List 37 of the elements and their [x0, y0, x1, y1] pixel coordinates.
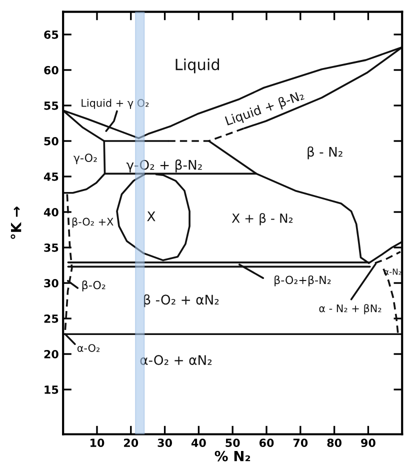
- y-tick-label: 30: [44, 278, 58, 288]
- annotation: β -O₂ + αN₂: [144, 294, 219, 308]
- annotation: β-O₂ +X: [72, 218, 114, 228]
- x-tick-label: 80: [327, 438, 342, 448]
- annotation: α - N₂ + βN₂: [319, 304, 382, 314]
- annotation: Liquid + β-N₂: [224, 90, 306, 128]
- y-axis-title: °K →: [10, 206, 22, 239]
- annotation: X + β - N₂: [232, 213, 293, 226]
- x-tick-label: 10: [90, 438, 104, 448]
- y-tick-label: 40: [44, 208, 58, 216]
- y-tick-label: 45: [44, 172, 58, 181]
- y-tick-label: 15: [44, 386, 58, 394]
- annotation: X: [147, 212, 156, 222]
- y-tick-label: 20: [44, 350, 58, 358]
- x-tick-label: 70: [293, 438, 308, 448]
- annotation: β-O₂+β-N₂: [274, 275, 331, 286]
- annotation: γ-O₂: [74, 154, 97, 164]
- x-tick-label: 60: [259, 438, 274, 448]
- annotation: β-O₂: [82, 280, 106, 292]
- annotation: α-O₂: [77, 344, 100, 352]
- annotation: γ-O₂ + β-N₂: [126, 160, 202, 172]
- y-tick-label: 65: [44, 30, 58, 39]
- annotation: β - N₂: [308, 146, 342, 160]
- x-tick-label: 20: [124, 438, 138, 448]
- y-tick-label: 35: [44, 243, 58, 252]
- y-tick-label: 60: [44, 66, 58, 74]
- x-tick-label: 40: [191, 438, 206, 448]
- x-axis-title: % N₂: [214, 450, 250, 462]
- x-tick-label: 50: [226, 438, 240, 448]
- y-tick-label: 55: [44, 102, 58, 110]
- annotation: α-O₂ + αN₂: [140, 355, 212, 365]
- x-tick-label: 30: [158, 438, 172, 448]
- y-tick-label: 50: [44, 136, 58, 146]
- annotation: Liquid + γ O₂: [82, 98, 149, 109]
- x-tick-label: 90: [361, 438, 376, 448]
- y-tick-label: 25: [44, 314, 58, 323]
- annotation: Liquid: [176, 58, 219, 74]
